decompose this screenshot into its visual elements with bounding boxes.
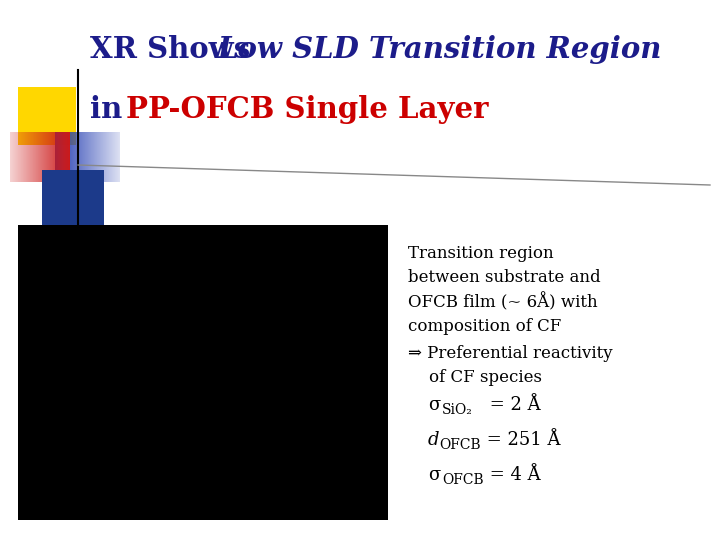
Text: σ: σ xyxy=(428,466,440,484)
Text: = 251 Å: = 251 Å xyxy=(481,431,560,449)
Text: SiO₂: SiO₂ xyxy=(442,403,473,417)
Bar xyxy=(18,87,76,145)
Text: XR Shows: XR Shows xyxy=(90,36,261,64)
Text: ⇒ Preferential reactivity
    of CF species: ⇒ Preferential reactivity of CF species xyxy=(408,345,613,386)
Bar xyxy=(18,225,388,520)
Text: OFCB: OFCB xyxy=(442,473,484,487)
Text: σ: σ xyxy=(428,396,440,414)
Text: in: in xyxy=(90,96,132,125)
Text: Low SLD Transition Region: Low SLD Transition Region xyxy=(218,36,662,64)
Text: = 2 Å: = 2 Å xyxy=(484,396,541,414)
Text: d: d xyxy=(428,431,439,449)
Text: PP-OFCB Single Layer: PP-OFCB Single Layer xyxy=(126,96,488,125)
Bar xyxy=(42,170,104,225)
Text: Transition region
between substrate and
OFCB film (~ 6Å) with
composition of CF: Transition region between substrate and … xyxy=(408,245,600,335)
Text: = 4 Å: = 4 Å xyxy=(484,466,541,484)
Text: OFCB: OFCB xyxy=(439,438,481,452)
